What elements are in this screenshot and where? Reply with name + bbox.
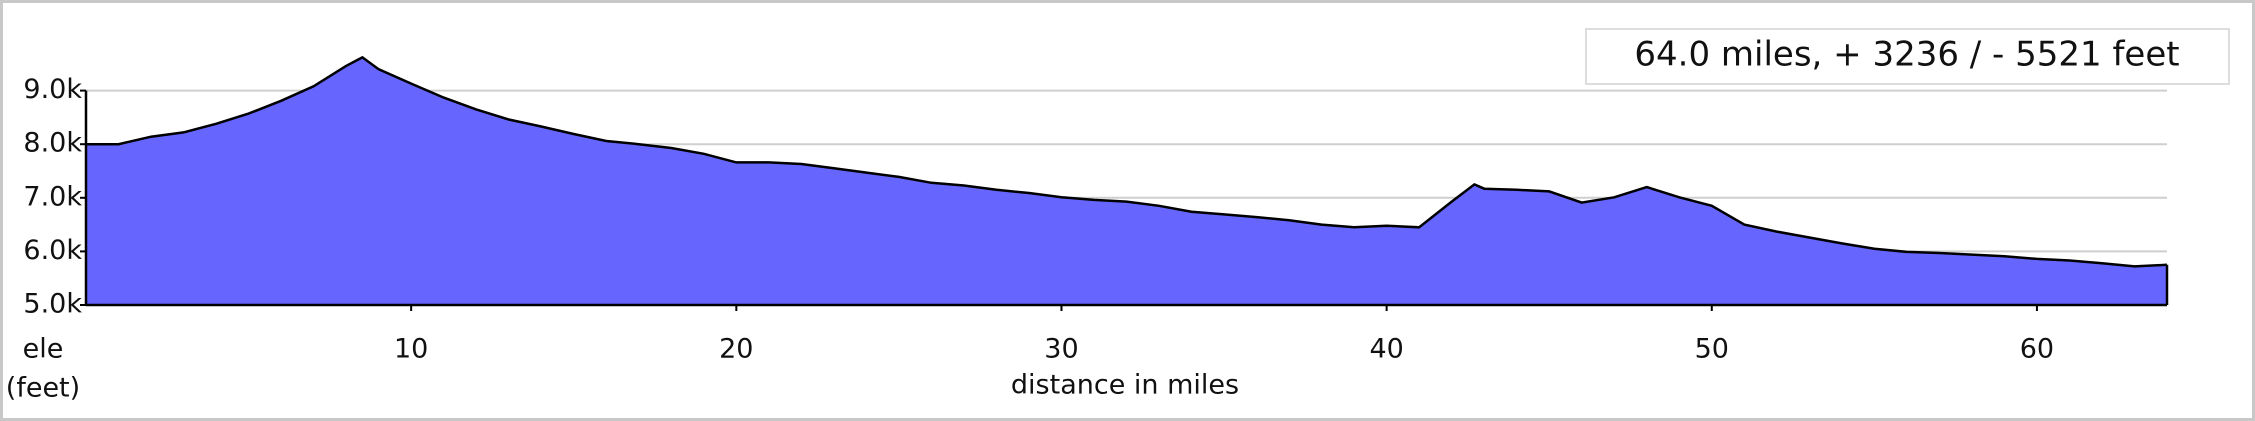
plot [86,55,2168,306]
y-axis-label: (feet) [6,373,80,404]
x-tick-label: 10 [394,334,428,365]
annotation-box [1585,28,2230,85]
y-tick-label: 6.0k [23,235,82,266]
y-tick-label: 7.0k [23,181,82,212]
annotation: 64.0 miles, + 3236 / - 5521 feet [1634,35,2179,75]
x-axis-label: distance in miles [1011,370,1239,401]
elevation-area [86,57,2167,306]
x-tick-label: 30 [1044,334,1078,365]
x-tick-label: 20 [719,334,753,365]
y-axis-label: ele [23,334,64,365]
y-tick-label: 5.0k [23,289,82,320]
y-tick-label: 9.0k [23,74,82,105]
x-tick-label: 40 [1369,334,1403,365]
y-tick-label: 8.0k [23,128,82,159]
elevation-line [86,55,2168,268]
x-tick-label: 50 [1695,334,1729,365]
x-tick-label: 60 [2020,334,2054,365]
